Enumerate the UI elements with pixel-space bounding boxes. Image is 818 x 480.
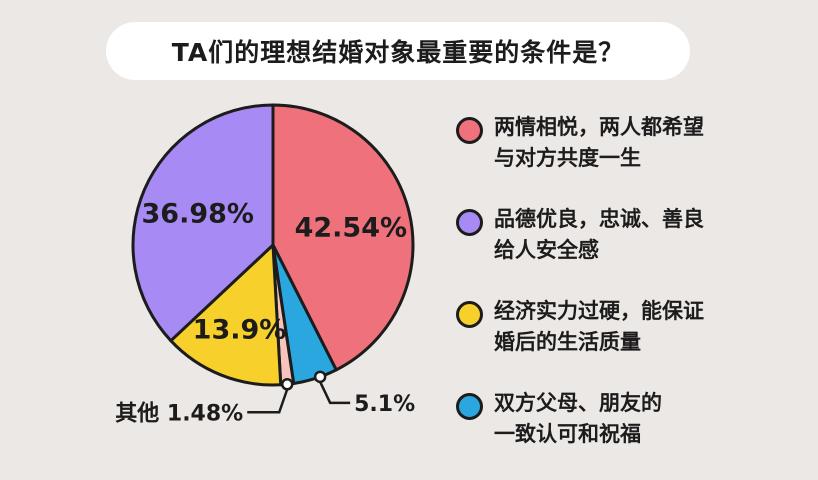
callout-label-parents: 5.1% <box>354 392 415 417</box>
slice-value-label-3: 13.9% <box>193 315 287 346</box>
legend-item: 双方父母、朋友的 一致认可和祝福 <box>456 388 806 480</box>
legend-swatch <box>456 209 483 236</box>
callout-label-other: 其他 1.48% <box>115 401 243 426</box>
legend-label: 经济实力过硬，能保证 婚后的生活质量 <box>494 296 794 358</box>
callout-line-parents <box>319 381 351 405</box>
pie-chart: 42.54% 13.9% 36.98% 其他 1.48% 5.1% <box>115 103 415 426</box>
legend-label-line2: 婚后的生活质量 <box>494 330 641 354</box>
legend-item: 两情相悦，两人都希望 与对方共度一生 <box>456 112 806 204</box>
legend-label-line1: 两情相悦，两人都希望 <box>494 115 704 139</box>
legend-label-line2: 与对方共度一生 <box>494 146 641 170</box>
legend-label-line1: 品德优良，忠诚、善良 <box>494 207 704 231</box>
pie-slice-0 <box>271 103 415 372</box>
legend: 两情相悦，两人都希望 与对方共度一生 品德优良，忠诚、善良 给人安全感 经济实力过硬，能… <box>456 112 806 480</box>
pie-slice-4 <box>131 103 275 343</box>
callout-dot-parents <box>313 370 327 384</box>
legend-label-line1: 双方父母、朋友的 <box>494 391 662 415</box>
callout-dot-other <box>280 378 294 391</box>
callout-line-other <box>247 388 289 414</box>
legend-label: 品德优良，忠诚、善良 给人安全感 <box>494 204 794 266</box>
infographic: TA们的理想结婚对象最重要的条件是？ 42.54% 13.9% 36.98% 其他 1… <box>106 22 704 446</box>
legend-label: 两情相悦，两人都希望 与对方共度一生 <box>494 112 794 174</box>
legend-item: 经济实力过硬，能保证 婚后的生活质量 <box>456 296 806 388</box>
legend-label: 双方父母、朋友的 一致认可和祝福 <box>494 388 794 450</box>
legend-swatch <box>456 393 483 420</box>
chart-title: TA们的理想结婚对象最重要的条件是？ <box>171 38 625 67</box>
title-banner: TA们的理想结婚对象最重要的条件是？ <box>106 22 690 80</box>
slice-value-label-0: 42.54% <box>295 212 407 243</box>
legend-swatch <box>456 117 483 144</box>
legend-label-line2: 给人安全感 <box>494 238 599 262</box>
legend-item: 品德优良，忠诚、善良 给人安全感 <box>456 204 806 296</box>
legend-label-line1: 经济实力过硬，能保证 <box>494 299 704 323</box>
legend-label-line2: 一致认可和祝福 <box>494 422 641 446</box>
slice-value-label-4: 36.98% <box>142 198 254 229</box>
legend-swatch <box>456 301 483 328</box>
pie-slice-3 <box>169 243 283 387</box>
